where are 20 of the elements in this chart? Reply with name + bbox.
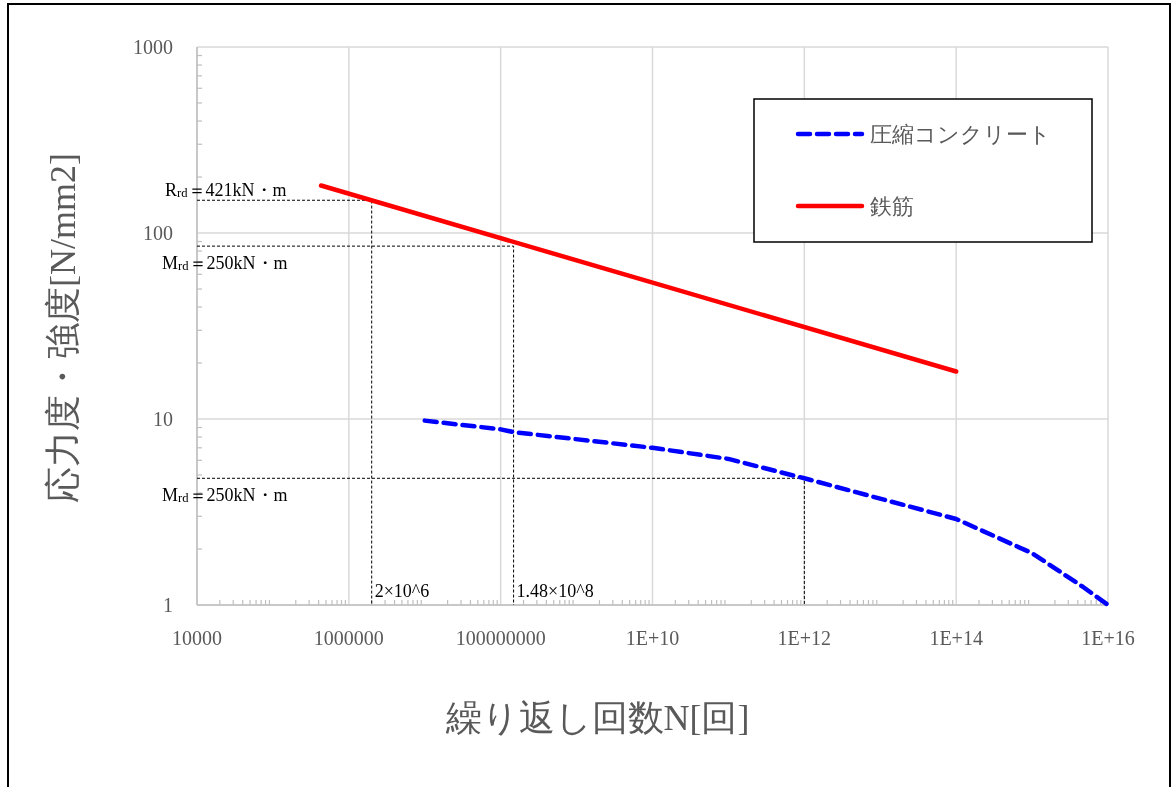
x-axis-title: 繰り返し回数N[回]: [444, 698, 750, 738]
x-tick-label: 1000000: [313, 627, 384, 649]
x-tick-label: 1E+10: [625, 627, 680, 649]
y-tick-label: 1000: [133, 36, 173, 58]
x-tick-label: 1E+14: [929, 627, 983, 649]
y-tick-label: 100: [143, 222, 173, 244]
annotation: 2×10^6: [374, 581, 430, 601]
y-axis-title: 応力度・強度[N/mm2]: [43, 153, 83, 503]
y-tick-label: 1: [163, 594, 173, 616]
legend-label: 圧縮コンクリート: [870, 122, 1051, 147]
legend-label: 鉄筋: [870, 194, 914, 219]
annotation: M$_{rd}$＝250kN・m: [162, 485, 288, 506]
x-tick-label: 1E+16: [1081, 627, 1135, 649]
annotation: R$_{rd}$＝421kN・m: [165, 180, 287, 201]
x-tick-label: 10000: [172, 627, 222, 649]
y-tick-label: 10: [153, 408, 173, 430]
x-tick-label: 1E+12: [777, 627, 832, 649]
x-tick-label: 100000000: [455, 627, 546, 649]
annotation: 1.48×10^8: [516, 581, 594, 601]
annotation: M$_{rd}$＝250kN・m: [162, 253, 288, 274]
